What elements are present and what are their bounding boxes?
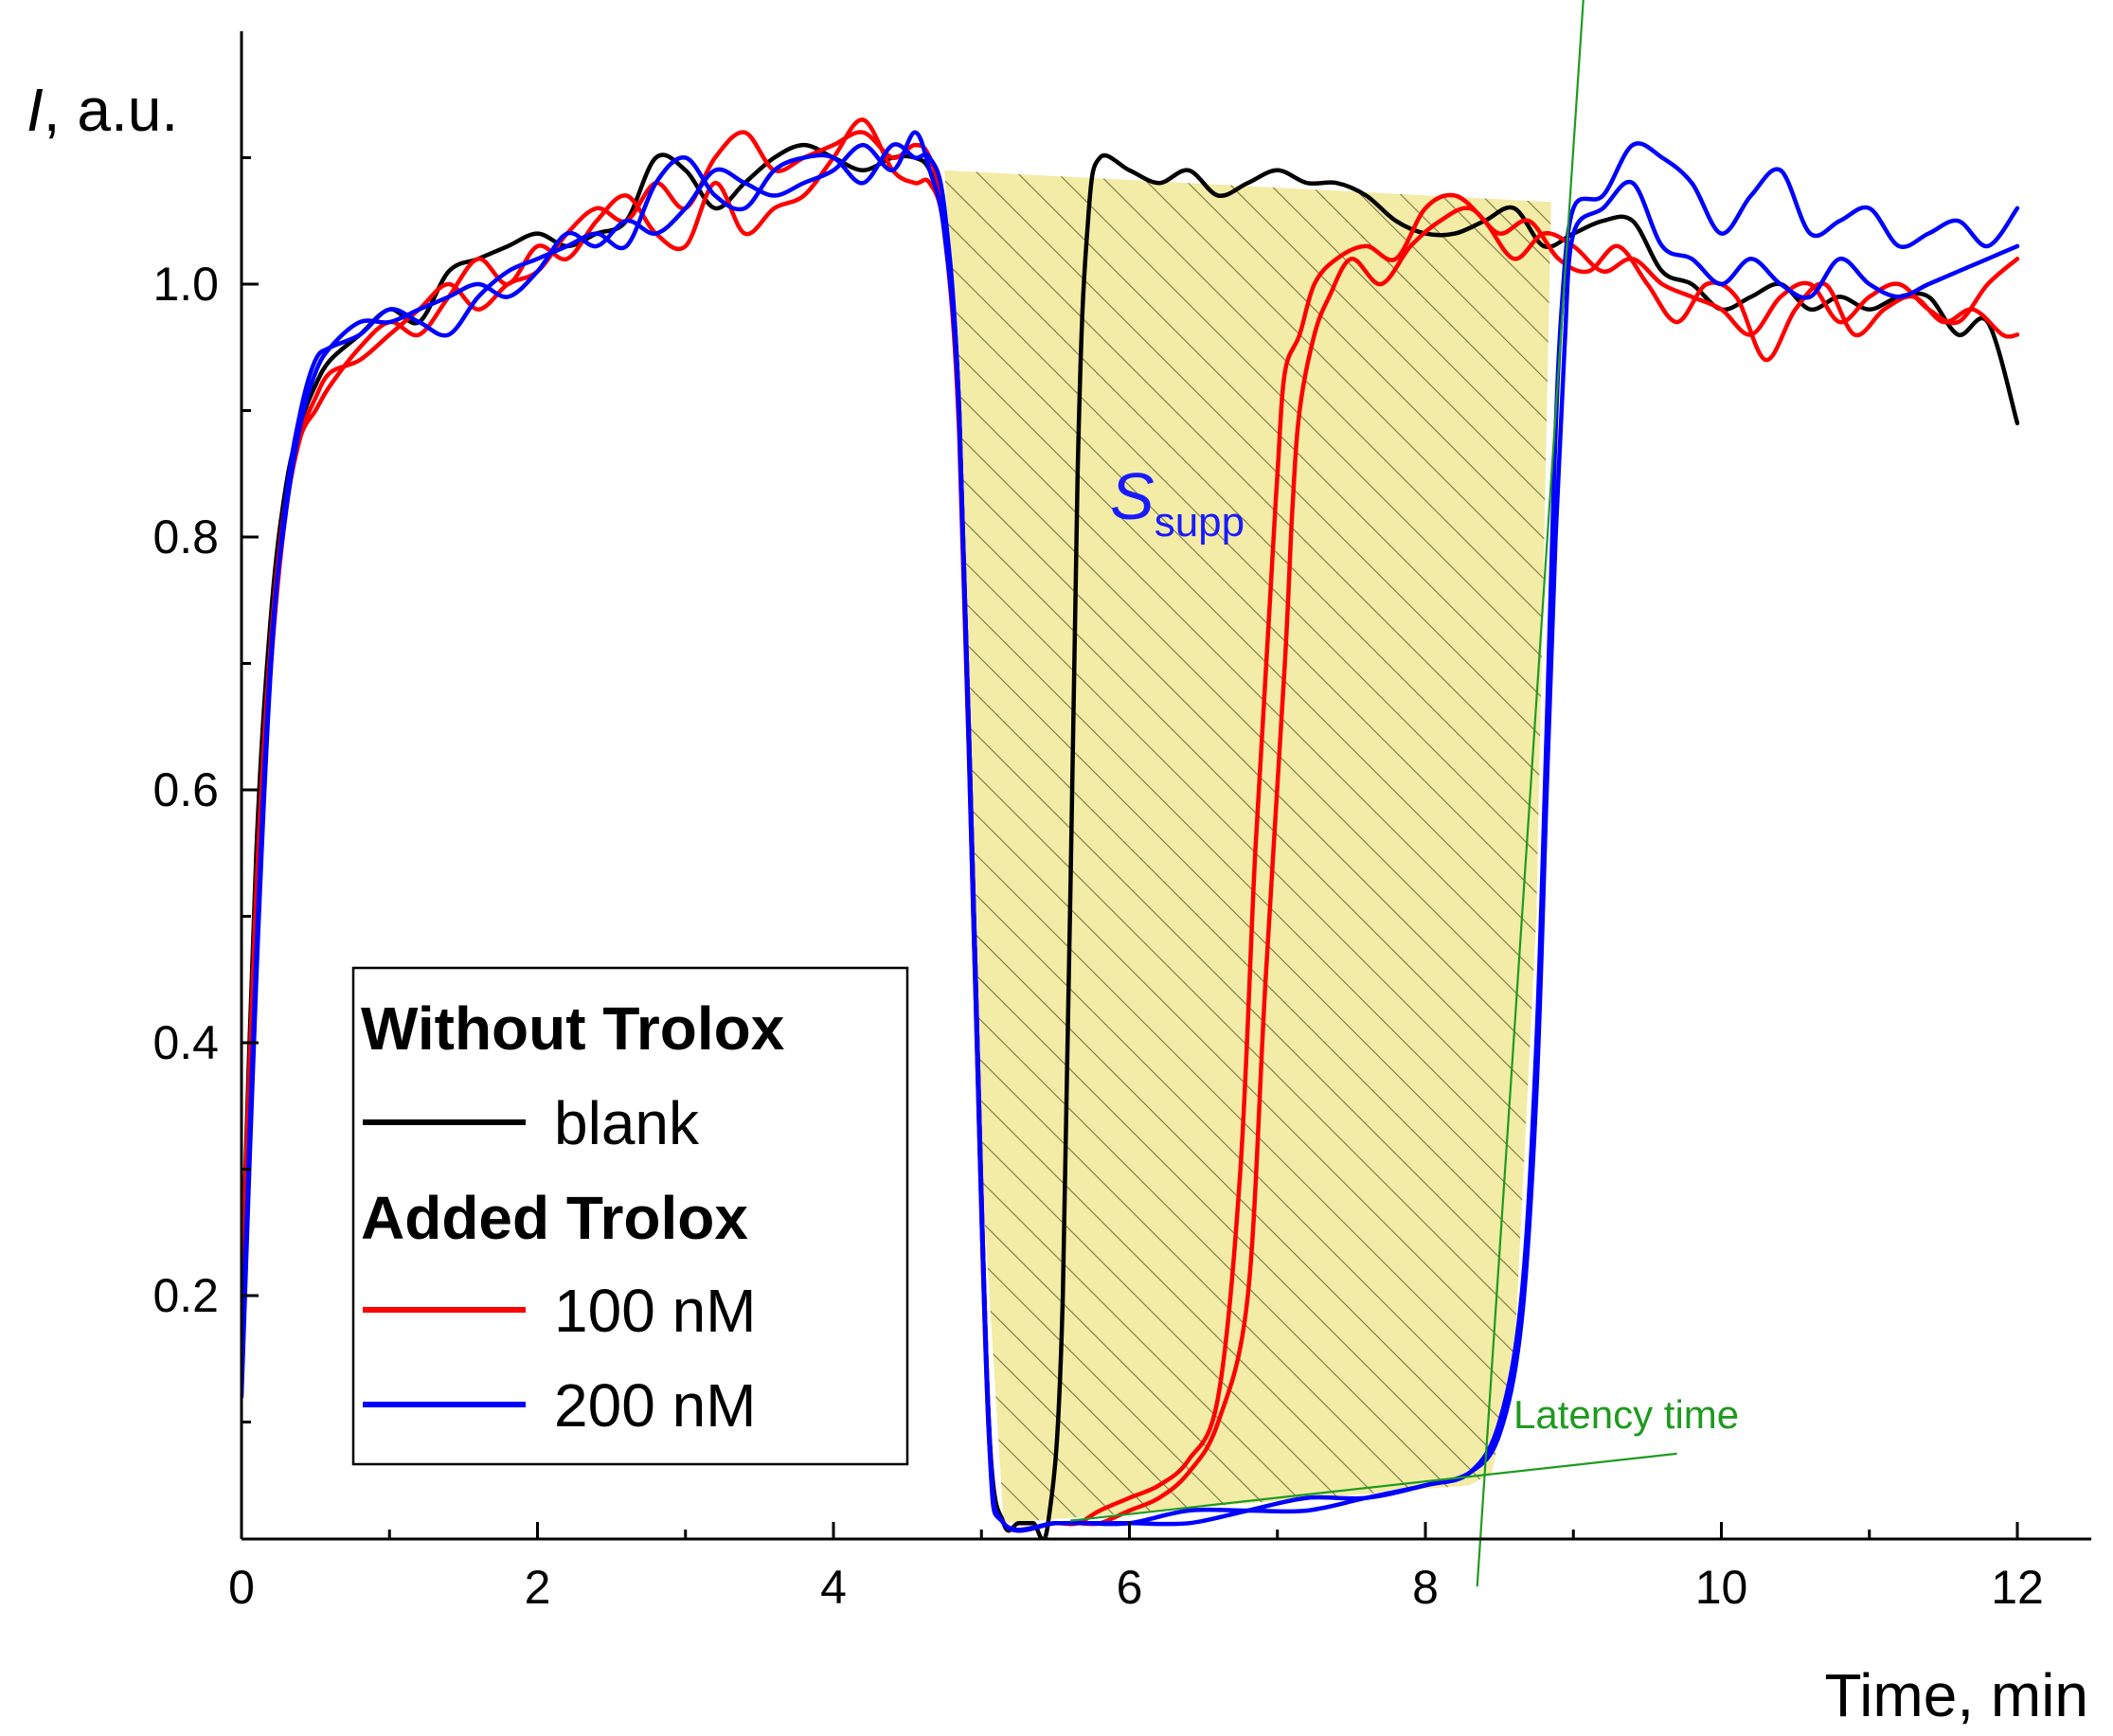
ticks: 0 2 4 6 8 10 12 0.2 0.4 0.6 0.8 1.0: [152, 156, 2044, 1614]
s-supp-label: Ssupp: [1110, 459, 1245, 546]
latency-time-label: Latency time: [1513, 1392, 1739, 1437]
x-axis-title: Time, min: [1824, 1661, 2088, 1729]
suppression-area: [944, 170, 1551, 1524]
legend: Without Trolox blank Added Trolox 100 nM…: [351, 966, 909, 1466]
x-tick-label: 10: [1695, 1561, 1748, 1614]
legend-label-blank: blank: [554, 1089, 700, 1157]
x-tick-label: 8: [1412, 1561, 1439, 1614]
latency-tangents: [1069, 0, 1677, 1587]
x-tick-label: 2: [525, 1561, 551, 1614]
legend-frame: [351, 966, 909, 1466]
x-tick-label: 0: [228, 1561, 255, 1614]
legend-label-200nm: 200 nM: [554, 1371, 756, 1440]
y-tick-label: 1.0: [152, 258, 219, 311]
legend-title-without: Without Trolox: [361, 994, 785, 1063]
series-group: [242, 117, 2020, 1539]
y-tick-label: 0.6: [152, 763, 219, 816]
s-supp-sub: supp: [1155, 499, 1245, 546]
s-supp-main: S: [1110, 459, 1155, 533]
axes: [240, 31, 2092, 1541]
y-axis-title: I, a.u.: [27, 76, 178, 144]
y-axis-title-symbol: I: [27, 76, 44, 144]
y-tick-label: 0.4: [152, 1016, 219, 1069]
y-tick-label: 0.8: [152, 510, 219, 564]
baseline-tangent-line: [1069, 1452, 1677, 1522]
legend-title-added: Added Trolox: [361, 1184, 748, 1252]
x-tick-label: 6: [1117, 1561, 1143, 1614]
rise-tangent-line: [1476, 0, 1585, 1587]
y-axis-title-units: , a.u.: [44, 76, 178, 144]
x-tick-label: 4: [820, 1561, 847, 1614]
series-line-4: [242, 130, 2020, 1532]
suppression-hatched-polygon: [944, 170, 1551, 1524]
legend-label-100nm: 100 nM: [554, 1277, 756, 1345]
y-tick-label: 0.2: [152, 1269, 219, 1322]
x-tick-label: 12: [1991, 1561, 2044, 1614]
